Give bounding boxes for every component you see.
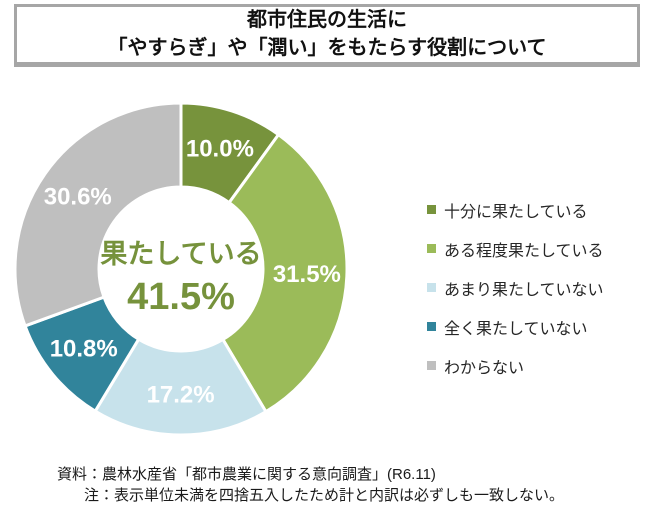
donut-slices: 10.0% 31.5% 17.2% 10.8% 30.6% <box>13 101 349 437</box>
donut-center-label: 果たしている 41.5% <box>100 239 261 318</box>
legend-label: ある程度果たしている <box>444 242 604 260</box>
legend-item-0: 十分に果たしている <box>427 201 604 221</box>
donut-slice-1 <box>221 133 349 414</box>
chart-title-line1: 都市住民の生活に <box>247 8 407 31</box>
slice-label-0: 10.0% <box>186 136 254 163</box>
legend-marker-icon <box>427 322 436 331</box>
chart-title-box: 都市住民の生活に 「やすらぎ」や「潤い」をもたらす役割について <box>14 4 640 67</box>
legend-label: 十分に果たしている <box>444 203 588 221</box>
slice-label-4: 30.6% <box>44 183 112 210</box>
legend-label: わからない <box>444 359 525 377</box>
donut-slice-4 <box>13 101 183 328</box>
donut-chart: 10.0% 31.5% 17.2% 10.8% 30.6% 果たしている 41.5% <box>13 101 349 437</box>
footer: 資料：農林水産省「都市農業に関する意向調査」(R6.11) 注：表示単位未満を四… <box>57 464 564 507</box>
legend-label: 全く果たしていない <box>444 320 588 338</box>
donut-slice-2 <box>93 337 268 437</box>
legend-label: あまり果たしていない <box>444 281 604 299</box>
legend-marker-icon <box>427 283 436 292</box>
legend-item-4: わからない <box>427 357 604 377</box>
slice-label-1: 31.5% <box>273 261 341 288</box>
slice-label-3: 10.8% <box>50 336 118 363</box>
chart-title-line2: 「やすらぎ」や「潤い」をもたらす役割について <box>107 36 547 59</box>
legend-item-2: あまり果たしていない <box>427 279 604 299</box>
center-label-value: 41.5% <box>127 276 235 318</box>
slice-label-2: 17.2% <box>147 381 215 408</box>
legend-item-1: ある程度果たしている <box>427 240 604 260</box>
source-note: 資料：農林水産省「都市農業に関する意向調査」(R6.11) <box>57 466 436 483</box>
legend-marker-icon <box>427 361 436 370</box>
center-label-text: 果たしている <box>100 239 261 269</box>
legend-item-3: 全く果たしていない <box>427 318 604 338</box>
legend-marker-icon <box>427 205 436 214</box>
legend: 十分に果たしている ある程度果たしている あまり果たしていない 全く果たしていない わか… <box>427 201 604 377</box>
legend-marker-icon <box>427 244 436 253</box>
rounding-note: 注：表示単位未満を四捨五入したため計と内訳は必ずしも一致しない。 <box>84 487 565 505</box>
